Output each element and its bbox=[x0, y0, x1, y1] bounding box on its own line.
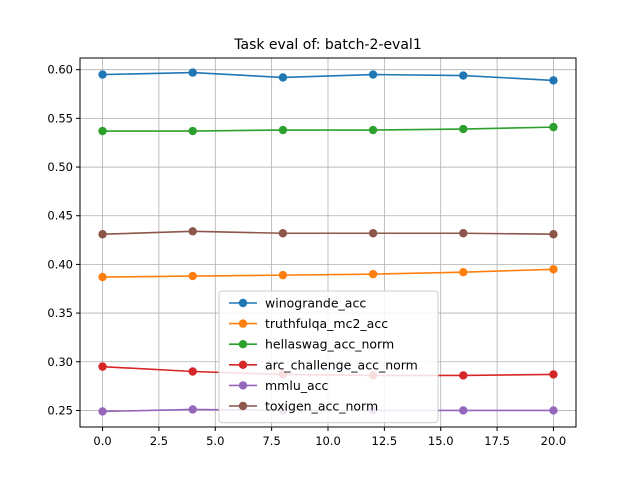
x-tick-label: 12.5 bbox=[372, 434, 398, 448]
legend-marker bbox=[238, 381, 248, 390]
data-point bbox=[549, 265, 558, 274]
data-point bbox=[459, 371, 468, 380]
legend-marker bbox=[238, 340, 248, 349]
series-hellaswag-acc-norm bbox=[98, 122, 558, 136]
data-point bbox=[188, 367, 197, 376]
series-line bbox=[102, 268, 554, 278]
legend-item: winogrande_acc bbox=[229, 296, 366, 311]
legend-marker bbox=[238, 360, 248, 369]
data-point bbox=[278, 73, 288, 82]
data-point bbox=[98, 407, 107, 416]
y-tick-label: 0.25 bbox=[47, 403, 73, 417]
data-point bbox=[278, 125, 288, 135]
y-tick-label: 0.50 bbox=[47, 160, 73, 174]
x-tick-label: 7.5 bbox=[262, 434, 280, 448]
y-tick-label: 0.30 bbox=[47, 355, 73, 369]
data-point bbox=[368, 70, 378, 79]
x-tick-label: 5.0 bbox=[206, 434, 224, 448]
data-point bbox=[98, 126, 107, 136]
data-point bbox=[98, 70, 107, 79]
legend-label: hellaswag_acc_norm bbox=[265, 337, 394, 352]
x-tick-label: 20.0 bbox=[541, 434, 567, 448]
y-tick-label: 0.55 bbox=[47, 111, 73, 125]
legend-label: winogrande_acc bbox=[265, 296, 366, 311]
data-point bbox=[188, 405, 197, 414]
y-tick-label: 0.60 bbox=[47, 63, 73, 77]
data-point bbox=[368, 269, 378, 279]
y-tick-label: 0.45 bbox=[47, 209, 73, 223]
legend-item: truthfulqa_mc2_acc bbox=[229, 316, 388, 331]
data-point bbox=[459, 229, 468, 238]
data-point bbox=[98, 230, 107, 239]
legend-marker bbox=[238, 319, 248, 328]
x-tick-label: 10.0 bbox=[315, 434, 341, 448]
x-tick-label: 15.0 bbox=[428, 434, 454, 448]
series-line bbox=[102, 126, 554, 132]
data-point bbox=[549, 230, 558, 239]
legend-label: arc_challenge_acc_norm bbox=[265, 357, 418, 372]
data-point bbox=[188, 68, 197, 77]
legend-item: arc_challenge_acc_norm bbox=[229, 357, 418, 372]
x-tick-label: 0.0 bbox=[93, 434, 111, 448]
data-point bbox=[549, 122, 558, 132]
legend-marker bbox=[238, 401, 248, 411]
legend-label: toxigen_acc_norm bbox=[265, 399, 378, 414]
data-point bbox=[278, 229, 288, 238]
legend-item: toxigen_acc_norm bbox=[229, 399, 378, 414]
data-point bbox=[98, 272, 107, 282]
data-point bbox=[549, 76, 558, 85]
chart-title: Task eval of: batch-2-eval1 bbox=[233, 37, 421, 53]
legend-item: hellaswag_acc_norm bbox=[229, 337, 394, 352]
legend-label: mmlu_acc bbox=[265, 378, 329, 393]
data-point bbox=[459, 124, 468, 134]
data-point bbox=[549, 406, 558, 415]
y-tick-label: 0.40 bbox=[47, 257, 73, 271]
data-point bbox=[188, 227, 197, 236]
data-point bbox=[368, 229, 378, 238]
series-winogrande-acc bbox=[98, 68, 558, 85]
series-line bbox=[102, 230, 554, 236]
legend-label: truthfulqa_mc2_acc bbox=[265, 316, 388, 331]
data-point bbox=[188, 126, 197, 136]
data-point bbox=[459, 71, 468, 80]
series-toxigen-acc-norm bbox=[98, 227, 558, 239]
y-tick-label: 0.35 bbox=[47, 306, 73, 320]
grid-lines bbox=[80, 58, 576, 427]
data-point bbox=[188, 271, 197, 281]
legend: winogrande_acc truthfulqa_mc2_acc hellaswa… bbox=[218, 290, 439, 424]
data-point bbox=[98, 362, 107, 371]
data-point bbox=[278, 270, 288, 280]
axis-ticks: 0.0 2.5 5.0 7.5 10.0 12.5 15.0 17.5 20.0 0.25 0.30… bbox=[47, 63, 566, 448]
legend-box bbox=[218, 290, 439, 424]
series-line bbox=[102, 71, 554, 82]
data-point bbox=[459, 267, 468, 277]
legend-marker bbox=[238, 298, 248, 308]
data-point bbox=[459, 406, 468, 415]
data-point bbox=[549, 370, 558, 379]
legend-item: mmlu_acc bbox=[229, 378, 329, 393]
data-point bbox=[368, 125, 378, 135]
series-truthfulqa-mc2-acc bbox=[98, 265, 558, 282]
x-tick-label: 17.5 bbox=[484, 434, 510, 448]
x-tick-label: 2.5 bbox=[150, 434, 168, 448]
